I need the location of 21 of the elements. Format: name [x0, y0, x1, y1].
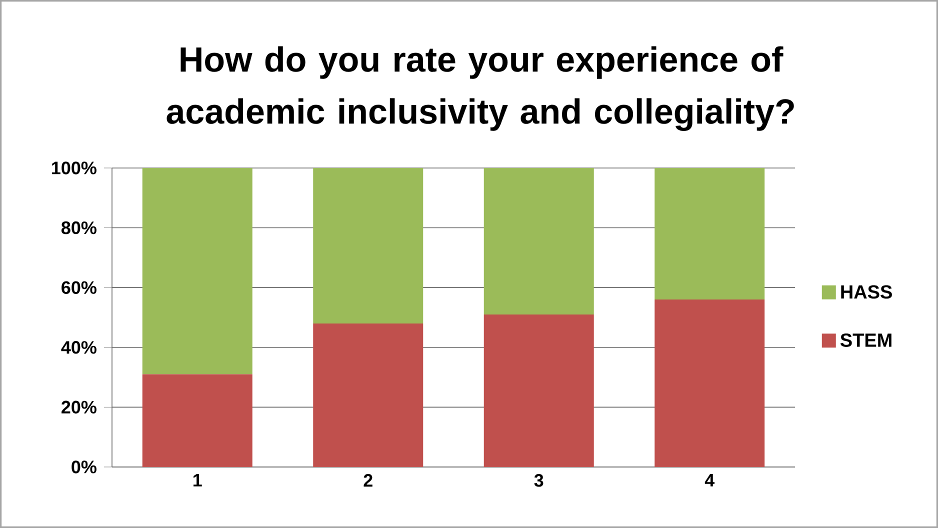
x-tick-label: 2: [364, 474, 372, 487]
y-tick-label: 80%: [61, 221, 96, 234]
bar: [313, 323, 424, 467]
legend-label: HASS: [841, 285, 892, 299]
bar: [313, 168, 424, 324]
y-tick-label: 0%: [72, 460, 96, 474]
bar: [142, 374, 252, 467]
bar: [654, 300, 765, 467]
x-tick-label: 4: [704, 474, 715, 486]
y-tick-label: 100%: [52, 162, 96, 174]
legend-label: STEM: [840, 333, 892, 347]
x-tick-label: 3: [534, 474, 544, 487]
bar: [484, 314, 594, 467]
bar: [654, 168, 765, 300]
y-tick-label: 20%: [62, 400, 96, 414]
y-tick-label: 40%: [61, 341, 96, 354]
y-tick-label: 60%: [62, 281, 96, 294]
x-tick-label: 1: [194, 474, 202, 486]
chart-title: How do you rate your experience of academic inclusivity and collegiality?: [166, 46, 794, 131]
bar: [484, 168, 594, 314]
bar: [142, 168, 252, 374]
